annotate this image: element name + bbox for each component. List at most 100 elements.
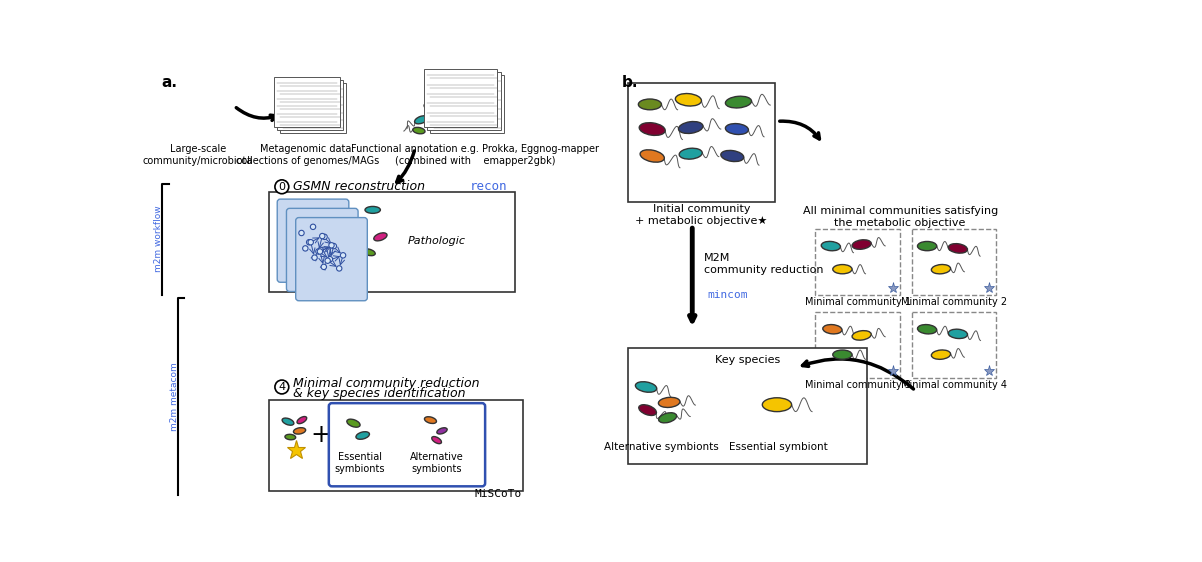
Text: Essential
symbionts: Essential symbionts [334,452,385,474]
Bar [911,312,996,378]
Circle shape [322,234,327,239]
Ellipse shape [412,128,426,134]
Text: Minimal community 2: Minimal community 2 [902,297,1007,307]
Ellipse shape [932,265,951,274]
Bar [424,69,498,126]
Bar [430,75,504,133]
Ellipse shape [638,99,661,110]
Ellipse shape [762,398,792,411]
Bar [815,229,900,294]
Text: b.: b. [621,75,638,90]
Bar [629,348,867,464]
Circle shape [340,253,346,258]
Bar [278,80,343,130]
Ellipse shape [436,428,447,434]
Text: m2m workflow: m2m workflow [154,206,163,273]
Ellipse shape [297,416,307,424]
Ellipse shape [363,249,375,256]
Text: All minimal communities satisfying
the metabolic objective: All minimal communities satisfying the m… [803,206,998,228]
Ellipse shape [833,350,852,359]
Ellipse shape [636,382,656,392]
Circle shape [307,239,311,245]
Ellipse shape [917,242,936,251]
Text: 4: 4 [279,382,285,392]
Text: recon: recon [470,180,507,193]
FancyBboxPatch shape [286,209,358,292]
Circle shape [327,256,333,262]
Text: 0: 0 [279,182,285,192]
Text: & key species identification: & key species identification [293,387,466,400]
Circle shape [320,233,325,239]
Ellipse shape [415,116,428,124]
Ellipse shape [293,428,305,434]
Ellipse shape [948,329,968,338]
Circle shape [329,243,334,248]
FancyBboxPatch shape [296,217,368,301]
Text: Alternative symbionts: Alternative symbionts [605,442,719,452]
Ellipse shape [347,419,361,427]
Ellipse shape [424,104,434,111]
Ellipse shape [678,121,703,133]
Circle shape [337,266,341,271]
Text: Metagenomic data:
collections of genomes/MAGs: Metagenomic data: collections of genomes… [236,144,379,166]
Circle shape [325,258,331,264]
Circle shape [275,380,288,394]
Text: Minimal community 4: Minimal community 4 [902,380,1007,390]
Ellipse shape [725,124,749,134]
Circle shape [308,239,314,245]
Circle shape [303,246,308,251]
Ellipse shape [725,96,751,108]
Text: M2M
community reduction: M2M community reduction [704,253,823,275]
Ellipse shape [679,148,702,159]
Ellipse shape [852,240,871,250]
Text: mincom: mincom [708,289,748,300]
Circle shape [311,255,317,260]
Ellipse shape [721,151,744,161]
Text: Minimal community 3: Minimal community 3 [805,380,911,390]
Circle shape [319,247,323,253]
Ellipse shape [374,233,387,241]
Circle shape [275,180,288,194]
Ellipse shape [821,242,840,251]
Circle shape [317,249,322,254]
Ellipse shape [917,325,936,334]
Ellipse shape [659,397,680,407]
Text: Minimal community reduction: Minimal community reduction [293,377,480,389]
Circle shape [299,230,304,235]
Ellipse shape [638,405,656,415]
Ellipse shape [932,350,951,359]
Text: Initial community: Initial community [653,205,750,215]
Ellipse shape [424,417,436,424]
Text: m2m metacom: m2m metacom [169,362,179,432]
Bar [629,83,774,202]
FancyBboxPatch shape [278,199,349,282]
Circle shape [321,264,327,270]
Circle shape [310,224,316,229]
Ellipse shape [948,243,968,253]
Text: GSMN reconstruction: GSMN reconstruction [293,180,426,193]
Ellipse shape [833,265,852,274]
Ellipse shape [356,432,369,439]
Ellipse shape [285,434,296,440]
Bar [815,312,900,378]
Bar [428,72,500,130]
Bar [280,83,346,133]
Ellipse shape [852,330,871,340]
Text: Functional annotation e.g. Prokka, Eggnog-mapper
(combined with    emapper2gbk): Functional annotation e.g. Prokka, Eggno… [351,144,599,166]
Text: Minimal community 1: Minimal community 1 [805,297,911,307]
Text: + metabolic objective★: + metabolic objective★ [636,216,768,226]
Text: +: + [310,424,332,447]
Text: Pathologic: Pathologic [407,235,465,246]
Bar [911,229,996,294]
Circle shape [316,249,321,254]
Bar [274,76,340,126]
Ellipse shape [639,123,665,135]
Text: Alternative
symbionts: Alternative symbionts [410,452,464,474]
Ellipse shape [676,93,702,106]
Ellipse shape [641,150,665,162]
Ellipse shape [282,418,293,425]
FancyBboxPatch shape [329,403,486,486]
Text: Large-scale
community/microbiota: Large-scale community/microbiota [143,144,254,166]
Text: Key species: Key species [715,355,780,365]
Ellipse shape [823,325,841,334]
